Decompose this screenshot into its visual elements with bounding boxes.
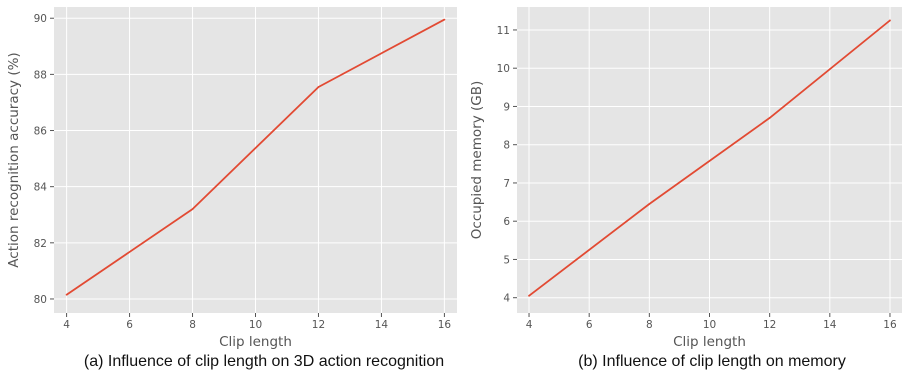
data-point-a-16: [443, 18, 446, 21]
figure-caption-b: (b) Influence of clip length on memory: [578, 353, 846, 370]
series-line-a-0: [66, 18, 445, 296]
x-tick-label-b-8: 8: [646, 319, 653, 331]
x-tick-label-b-10: 10: [703, 319, 716, 331]
data-point-a-8: [191, 208, 194, 211]
y-tick-label-b-5: 5: [503, 254, 510, 266]
x-tick-label-b-16: 16: [883, 319, 897, 331]
x-tick-label-b-12: 12: [763, 319, 776, 331]
x-tick-label-a-4: 4: [63, 319, 70, 331]
x-tick-label-b-6: 6: [586, 319, 593, 331]
figure-caption-a: (a) Influence of clip length on 3D actio…: [84, 353, 444, 370]
y-tick-label-b-6: 6: [503, 216, 510, 228]
chart-accuracy: 4 6 8 10 12 14 16 80 82 84 86 88 90 Clip length Action…: [6, 7, 457, 370]
series-line-b-0: [528, 19, 891, 297]
x-tick-label-b-4: 4: [526, 319, 533, 331]
x-tick-label-a-10: 10: [249, 319, 262, 331]
y-tick-label-a-86: 86: [34, 126, 48, 138]
y-tick-label-a-80: 80: [34, 294, 47, 306]
y-tick-label-a-90: 90: [34, 13, 47, 25]
x-tick-label-a-14: 14: [375, 319, 389, 331]
x-tick-label-a-8: 8: [189, 319, 196, 331]
x-axis-label-b: Clip length: [673, 334, 746, 350]
y-tick-label-b-11: 11: [497, 25, 510, 37]
data-point-a-12: [317, 86, 320, 88]
y-axis-label-a: Action recognition accuracy (%): [6, 52, 22, 267]
chart-memory: 4 6 8 10 12 14 16 4 5 6 7 8 9 10 11 Clip length Occupied…: [469, 7, 902, 370]
data-point-b-4: [528, 294, 530, 297]
y-tick-label-a-84: 84: [34, 182, 48, 194]
y-axis-label-b: Occupied memory (GB): [469, 81, 485, 239]
data-point-a-4: [65, 293, 68, 296]
y-tick-label-b-9: 9: [503, 101, 510, 113]
x-tick-label-a-12: 12: [312, 319, 325, 331]
x-axis-label-a: Clip length: [219, 334, 292, 350]
data-point-b-8: [648, 203, 651, 205]
y-tick-label-b-8: 8: [503, 140, 510, 152]
y-tick-label-b-4: 4: [503, 293, 510, 305]
x-tick-label-b-14: 14: [823, 319, 837, 331]
x-tick-label-a-6: 6: [126, 319, 133, 331]
y-tick-label-b-10: 10: [497, 63, 510, 75]
y-tick-label-a-88: 88: [34, 69, 47, 81]
data-point-b-16: [889, 19, 891, 22]
x-tick-label-a-16: 16: [438, 319, 452, 331]
y-tick-label-b-7: 7: [503, 178, 510, 190]
data-point-b-12: [768, 117, 771, 119]
y-tick-label-a-82: 82: [34, 238, 47, 250]
